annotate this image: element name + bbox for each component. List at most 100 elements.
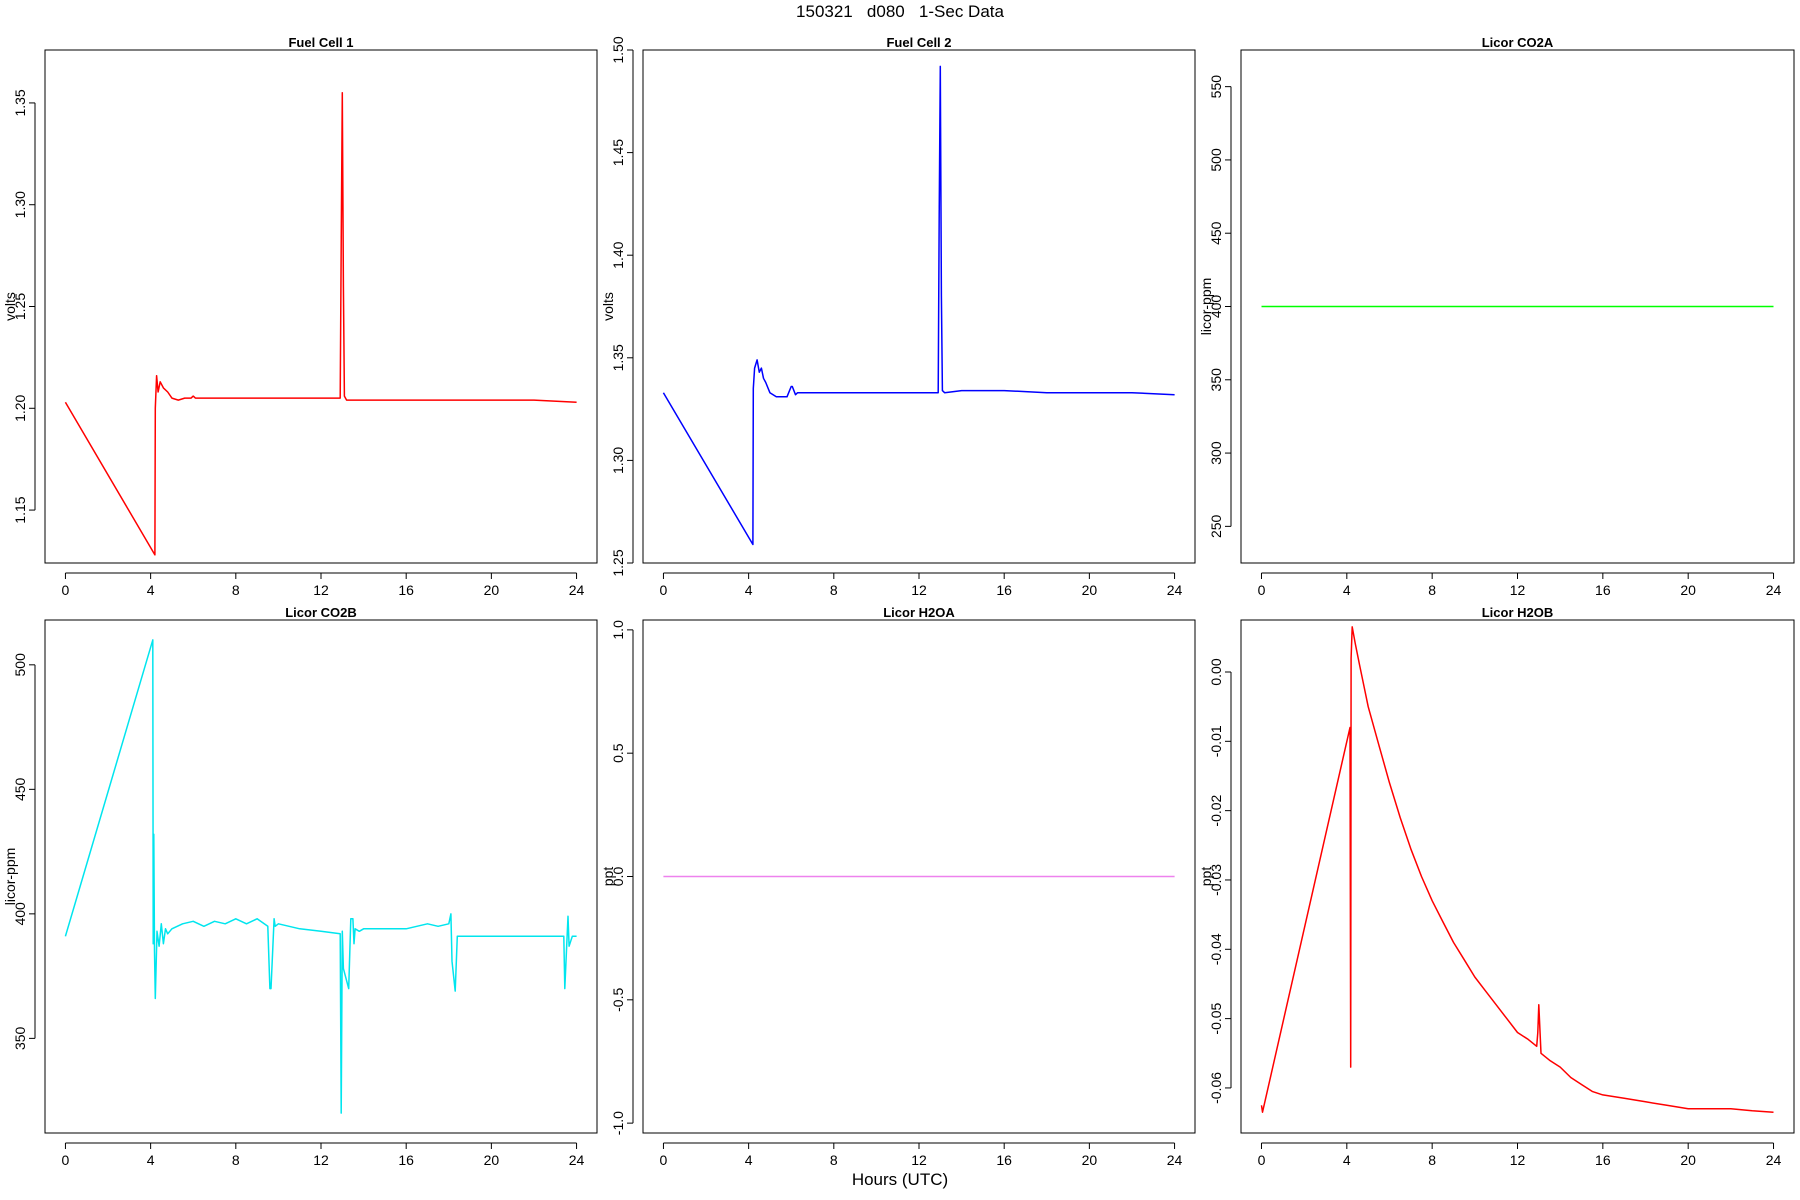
x-tick-label: 24 [1167,582,1183,598]
y-tick-label: -0.5 [610,988,626,1012]
x-tick-label: 8 [232,1152,240,1168]
y-tick-label: 0.0 [610,867,626,887]
chart-title: Licor CO2A [1482,35,1554,50]
y-tick-label: 1.25 [610,549,626,576]
y-tick-label: 300 [1208,441,1224,465]
y-tick-label: 400 [12,902,28,926]
y-axis-label: volts [2,292,18,321]
chart-panel-6: Licor H2OB ppt 0 4 8 12 16 20 24 -0.06 -0.05 -0.04 -… [1198,605,1795,1168]
x-tick-label: 24 [569,1152,585,1168]
x-tick-label: 0 [660,582,668,598]
y-axis-label: licor-ppm [2,848,18,906]
x-tick-label: 4 [147,1152,155,1168]
y-tick-label: 1.35 [610,344,626,371]
x-tick-label: 8 [232,582,240,598]
y-tick-label: -1.0 [610,1111,626,1135]
x-tick-label: 12 [313,582,329,598]
chart-title: Licor H2OA [883,605,955,620]
x-tick-label: 20 [1680,1152,1696,1168]
chart-panel-4: Licor CO2B licor-ppm 0 4 8 12 16 20 24 350 400 450 5… [2,605,598,1168]
y-tick-label: -0.04 [1208,933,1224,965]
y-tick-label: 250 [1208,514,1224,538]
x-tick-label: 16 [398,582,414,598]
series-line [662,65,1175,546]
x-tick-label: 4 [745,582,753,598]
x-tick-label: 0 [1258,582,1266,598]
series-line [64,91,577,556]
y-tick-label: 350 [1208,368,1224,392]
x-tick-label: 16 [1595,582,1611,598]
series-line [1260,626,1774,1113]
x-tick-label: 4 [1343,582,1351,598]
y-tick-label: 450 [12,777,28,801]
y-tick-label: 1.45 [610,139,626,166]
plot-frame [44,49,598,564]
y-tick-label: 0.5 [610,743,626,763]
x-tick-label: 4 [745,1152,753,1168]
x-tick-label: 20 [484,1152,500,1168]
x-tick-label: 12 [1510,1152,1526,1168]
y-tick-label: 1.30 [12,191,28,218]
x-tick-label: 20 [1680,582,1696,598]
x-tick-label: 16 [996,582,1012,598]
y-tick-label: 350 [12,1026,28,1050]
plot-frame [1240,619,1795,1134]
y-tick-label: -0.06 [1208,1072,1224,1104]
y-axis-label: ppt [600,867,616,887]
x-tick-label: 24 [1167,1152,1183,1168]
x-tick-label: 8 [1428,582,1436,598]
series-line [64,639,577,1114]
y-tick-label: -0.02 [1208,794,1224,826]
x-tick-label: 12 [1510,582,1526,598]
y-tick-label: 1.20 [12,394,28,421]
chart-panel-2: Fuel Cell 2 volts 0 4 8 12 16 20 24 1.25 1.30 1.35 1… [600,35,1196,598]
y-tick-label: -0.05 [1208,1002,1224,1034]
x-axis-label: Hours (UTC) [851,1170,949,1189]
page-title: 150321 d080 1-Sec Data [796,2,1004,21]
chart-panel-1: Fuel Cell 1 volts 0 4 8 12 16 20 24 1.15 1.20 1.25 1… [2,35,598,598]
plot-frame [44,619,598,1134]
x-tick-label: 4 [147,582,155,598]
chart-title: Fuel Cell 2 [886,35,951,50]
y-tick-label: 1.35 [12,89,28,116]
y-axis-label: licor-ppm [1198,278,1214,336]
x-tick-label: 16 [1595,1152,1611,1168]
y-tick-label: 0.00 [1208,658,1224,685]
chart-title: Licor H2OB [1482,605,1554,620]
y-tick-label: 1.0 [610,620,626,640]
x-tick-label: 8 [830,1152,838,1168]
x-tick-label: 0 [62,582,70,598]
x-tick-label: 8 [830,582,838,598]
y-tick-label: 450 [1208,221,1224,245]
y-tick-label: 1.40 [610,241,626,268]
x-tick-label: 16 [996,1152,1012,1168]
y-tick-label: 1.15 [12,496,28,523]
x-tick-label: 24 [1766,582,1782,598]
chart-title: Fuel Cell 1 [288,35,353,50]
x-tick-label: 4 [1343,1152,1351,1168]
x-tick-label: 0 [62,1152,70,1168]
x-tick-label: 20 [1082,582,1098,598]
chart-panel-5: Licor H2OA ppt 0 4 8 12 16 20 24 -1.0 -0.5 0.0 0.5 1.… [600,605,1196,1168]
y-tick-label: 500 [12,653,28,677]
x-tick-label: 20 [484,582,500,598]
chart-title: Licor CO2B [285,605,357,620]
x-tick-label: 12 [911,1152,927,1168]
plot-frame [642,619,1196,1134]
chart-panel-3: Licor CO2A licor-ppm 0 4 8 12 16 20 24 250 300 350 4… [1198,35,1795,598]
y-tick-label: 550 [1208,75,1224,99]
x-tick-label: 12 [313,1152,329,1168]
x-tick-label: 20 [1082,1152,1098,1168]
y-tick-label: 1.30 [610,447,626,474]
x-tick-label: 24 [1766,1152,1782,1168]
y-tick-label: 1.25 [12,293,28,320]
x-tick-label: 16 [398,1152,414,1168]
y-tick-label: 400 [1208,295,1224,319]
x-tick-label: 12 [911,582,927,598]
y-tick-label: 1.50 [610,36,626,63]
x-tick-label: 8 [1428,1152,1436,1168]
y-tick-label: -0.03 [1208,864,1224,896]
y-tick-label: -0.01 [1208,725,1224,757]
plot-frame [1240,49,1795,564]
